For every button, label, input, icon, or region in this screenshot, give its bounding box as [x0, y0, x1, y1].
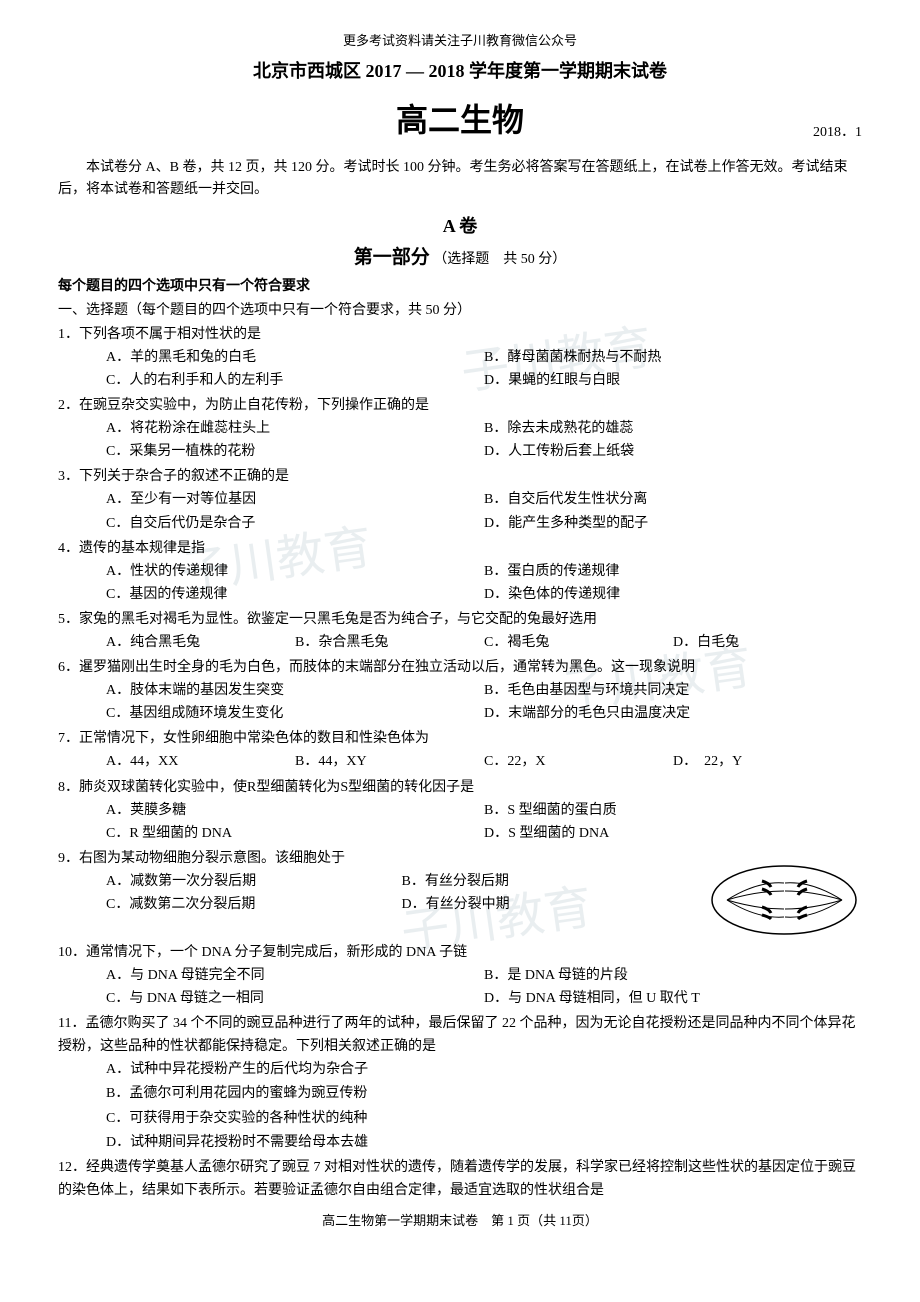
q11-option-b: B．孟德尔可利用花园内的蜜蜂为豌豆传粉	[106, 1082, 862, 1105]
header-watermark-note: 更多考试资料请关注子川教育微信公众号	[58, 30, 862, 49]
q4-option-a: A．性状的传递规律	[106, 560, 484, 583]
q7-stem: 7．正常情况下，女性卵细胞中常染色体的数目和性染色体为	[58, 727, 862, 750]
q9-option-d: D．有丝分裂中期	[402, 893, 698, 916]
q2-option-d: D．人工传粉后套上纸袋	[484, 440, 862, 463]
q1-stem: 1．下列各项不属于相对性状的是	[58, 323, 862, 346]
q1-option-a: A．羊的黑毛和兔的白毛	[106, 346, 484, 369]
q2-stem: 2．在豌豆杂交实验中，为防止自花传粉，下列操作正确的是	[58, 394, 862, 417]
q8-option-a: A．荚膜多糖	[106, 799, 484, 822]
question-10: 10．通常情况下，一个 DNA 分子复制完成后，新形成的 DNA 子链 A．与 …	[58, 941, 862, 1010]
cell-division-figure	[707, 861, 862, 939]
question-6: 6．暹罗猫刚出生时全身的毛为白色，而肢体的末端部分在独立活动以后，通常转为黑色。…	[58, 656, 862, 725]
q10-option-c: C．与 DNA 母链之一相同	[106, 987, 484, 1010]
q1-option-d: D．果蝇的红眼与白眼	[484, 369, 862, 392]
q5-option-a: A．纯合黑毛兔	[106, 631, 295, 654]
q1-option-c: C．人的右利手和人的左利手	[106, 369, 484, 392]
q2-option-b: B．除去未成熟花的雄蕊	[484, 417, 862, 440]
q2-option-c: C．采集另一植株的花粉	[106, 440, 484, 463]
exam-intro: 本试卷分 A、B 卷，共 12 页，共 120 分。考试时长 100 分钟。考生…	[58, 157, 862, 202]
q8-option-d: D．S 型细菌的 DNA	[484, 822, 862, 845]
q10-option-a: A．与 DNA 母链完全不同	[106, 964, 484, 987]
question-8: 8．肺炎双球菌转化实验中，使R型细菌转化为S型细菌的转化因子是 A．荚膜多糖 B…	[58, 776, 862, 845]
q6-stem: 6．暹罗猫刚出生时全身的毛为白色，而肢体的末端部分在独立活动以后，通常转为黑色。…	[58, 656, 862, 679]
question-1: 1．下列各项不属于相对性状的是 A．羊的黑毛和兔的白毛 B．酵母菌菌株耐热与不耐…	[58, 323, 862, 392]
q8-option-c: C．R 型细菌的 DNA	[106, 822, 484, 845]
section1-header: 一、选择题（每个题目的四个选项中只有一个符合要求，共 50 分）	[58, 299, 862, 319]
q10-option-d: D．与 DNA 母链相同，但 U 取代 T	[484, 987, 862, 1010]
q3-stem: 3．下列关于杂合子的叙述不正确的是	[58, 465, 862, 488]
q6-option-a: A．肢体末端的基因发生突变	[106, 679, 484, 702]
q6-option-b: B．毛色由基因型与环境共同决定	[484, 679, 862, 702]
q4-option-c: C．基因的传递规律	[106, 583, 484, 606]
bold-instruction: 每个题目的四个选项中只有一个符合要求	[58, 275, 862, 295]
q8-option-b: B．S 型细菌的蛋白质	[484, 799, 862, 822]
question-5: 5．家兔的黑毛对褐毛为显性。欲鉴定一只黑毛兔是否为纯合子，与它交配的兔最好选用 …	[58, 608, 862, 654]
q12-stem: 12．经典遗传学奠基人孟德尔研究了豌豆 7 对相对性状的遗传，随着遗传学的发展，…	[58, 1156, 862, 1202]
q4-option-b: B．蛋白质的传递规律	[484, 560, 862, 583]
q6-option-c: C．基因组成随环境发生变化	[106, 702, 484, 725]
question-9: 9．右图为某动物细胞分裂示意图。该细胞处于 A．减数第一次分裂后期 B．有丝分裂…	[58, 847, 862, 939]
q11-option-d: D．试种期间异花授粉时不需要给母本去雄	[106, 1131, 862, 1154]
q11-option-c: C．可获得用于杂交实验的各种性状的纯种	[106, 1107, 862, 1130]
exam-date: 2018．1	[813, 121, 862, 141]
part1-note: （选择题 共 50 分）	[433, 252, 566, 267]
part1-row: 第一部分 （选择题 共 50 分）	[58, 242, 862, 269]
q8-stem: 8．肺炎双球菌转化实验中，使R型细菌转化为S型细菌的转化因子是	[58, 776, 862, 799]
section-a-label: A 卷	[58, 212, 862, 238]
q7-option-a: A．44，XX	[106, 750, 295, 773]
q9-stem: 9．右图为某动物细胞分裂示意图。该细胞处于	[58, 847, 697, 870]
subject-row: 高二生物 2018．1	[58, 95, 862, 141]
q10-option-b: B．是 DNA 母链的片段	[484, 964, 862, 987]
question-3: 3．下列关于杂合子的叙述不正确的是 A．至少有一对等位基因 B．自交后代发生性状…	[58, 465, 862, 534]
page-footer: 高二生物第一学期期末试卷 第 1 页（共 11页）	[58, 1210, 862, 1229]
q3-option-b: B．自交后代发生性状分离	[484, 488, 862, 511]
q9-option-c: C．减数第二次分裂后期	[106, 893, 402, 916]
q7-option-c: C．22，X	[484, 750, 673, 773]
q1-option-b: B．酵母菌菌株耐热与不耐热	[484, 346, 862, 369]
q11-stem: 11．孟德尔购买了 34 个不同的豌豆品种进行了两年的试种，最后保留了 22 个…	[58, 1012, 862, 1058]
question-4: 4．遗传的基本规律是指 A．性状的传递规律 B．蛋白质的传递规律 C．基因的传递…	[58, 537, 862, 606]
q5-option-b: B．杂合黑毛兔	[295, 631, 484, 654]
question-11: 11．孟德尔购买了 34 个不同的豌豆品种进行了两年的试种，最后保留了 22 个…	[58, 1012, 862, 1154]
q11-option-a: A．试种中异花授粉产生的后代均为杂合子	[106, 1058, 862, 1081]
q10-stem: 10．通常情况下，一个 DNA 分子复制完成后，新形成的 DNA 子链	[58, 941, 862, 964]
q5-option-d: D．白毛兔	[673, 631, 862, 654]
q9-option-a: A．减数第一次分裂后期	[106, 870, 402, 893]
part1-label: 第一部分	[354, 247, 430, 268]
question-12: 12．经典遗传学奠基人孟德尔研究了豌豆 7 对相对性状的遗传，随着遗传学的发展，…	[58, 1156, 862, 1202]
q9-option-b: B．有丝分裂后期	[402, 870, 698, 893]
q7-option-d: D． 22，Y	[673, 750, 862, 773]
q7-option-b: B．44，XY	[295, 750, 484, 773]
q2-option-a: A．将花粉涂在雌蕊柱头上	[106, 417, 484, 440]
q4-stem: 4．遗传的基本规律是指	[58, 537, 862, 560]
q3-option-c: C．自交后代仍是杂合子	[106, 512, 484, 535]
question-7: 7．正常情况下，女性卵细胞中常染色体的数目和性染色体为 A．44，XX B．44…	[58, 727, 862, 773]
q3-option-d: D．能产生多种类型的配子	[484, 512, 862, 535]
subject-title: 高二生物	[396, 95, 524, 141]
q4-option-d: D．染色体的传递规律	[484, 583, 862, 606]
q5-stem: 5．家兔的黑毛对褐毛为显性。欲鉴定一只黑毛兔是否为纯合子，与它交配的兔最好选用	[58, 608, 862, 631]
q3-option-a: A．至少有一对等位基因	[106, 488, 484, 511]
q6-option-d: D．末端部分的毛色只由温度决定	[484, 702, 862, 725]
q5-option-c: C．褐毛兔	[484, 631, 673, 654]
exam-title: 北京市西城区 2017 — 2018 学年度第一学期期末试卷	[58, 57, 862, 83]
question-2: 2．在豌豆杂交实验中，为防止自花传粉，下列操作正确的是 A．将花粉涂在雌蕊柱头上…	[58, 394, 862, 463]
